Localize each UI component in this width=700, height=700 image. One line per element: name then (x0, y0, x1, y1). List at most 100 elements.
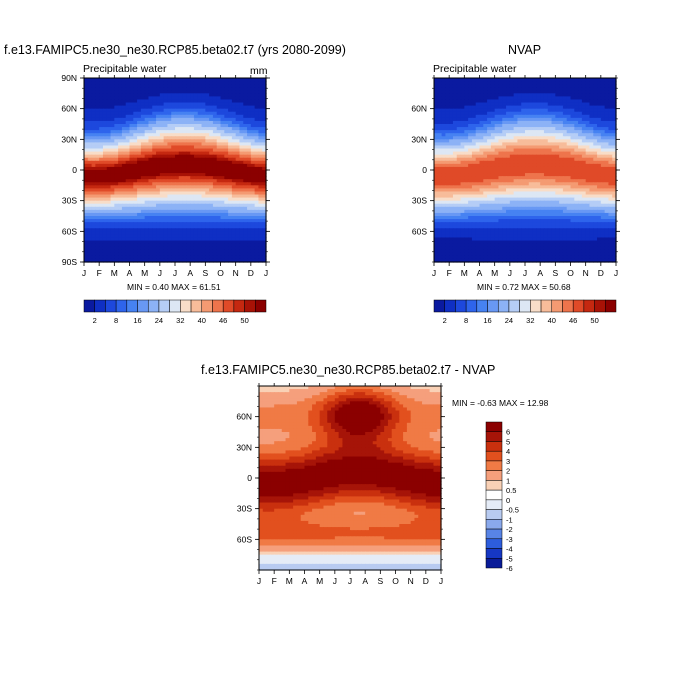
heat-cell (608, 188, 613, 193)
heat-cell (171, 102, 176, 107)
heat-cell (110, 216, 115, 220)
heat-cell (175, 145, 180, 150)
heat-cell (250, 145, 256, 150)
heat-cell (578, 136, 583, 140)
heat-cell (148, 200, 153, 205)
heat-cell (468, 93, 473, 97)
heat-cell (536, 130, 541, 134)
heat-cell (509, 182, 515, 186)
heat-cell (525, 145, 530, 150)
heat-cell (140, 99, 146, 104)
heat-cell (608, 81, 613, 85)
heat-cell (114, 90, 119, 94)
heat-cell (186, 105, 191, 110)
heat-cell (441, 170, 446, 174)
heat-cell (182, 108, 187, 113)
heat-cell (525, 160, 530, 165)
heat-cell (445, 78, 450, 82)
heat-cell (468, 127, 473, 131)
heat-cell (167, 142, 172, 147)
heat-cell (228, 84, 233, 88)
heat-cell (220, 228, 225, 232)
heat-cell (589, 136, 594, 140)
heat-cell (543, 148, 549, 153)
heat-cell (167, 252, 172, 257)
heat-cell (91, 93, 96, 97)
heat-cell (578, 139, 583, 143)
heat-cell (449, 170, 454, 174)
heat-cell (235, 142, 241, 147)
heat-cell (239, 87, 244, 91)
heat-cell (483, 194, 488, 199)
heat-cell (167, 163, 172, 168)
heat-cell (106, 127, 112, 131)
heat-cell (479, 133, 484, 137)
heat-cell (532, 194, 537, 199)
heat-cell (434, 139, 439, 143)
heat-cell (99, 212, 104, 217)
heat-cell (437, 170, 443, 174)
heat-cell (479, 188, 484, 193)
heat-cell (118, 222, 123, 226)
heat-cell (186, 231, 191, 235)
heat-cell (528, 191, 534, 196)
heat-cell (91, 111, 96, 116)
heat-cell (167, 197, 172, 202)
heat-cell (106, 148, 112, 153)
heat-cell (102, 237, 108, 242)
heat-cell (84, 78, 89, 82)
heat-cell (163, 258, 169, 263)
heat-cell (152, 81, 157, 85)
heat-cell (212, 163, 218, 168)
heat-cell (144, 111, 150, 116)
heat-cell (494, 84, 500, 88)
heat-cell (460, 124, 465, 128)
heat-cell (95, 191, 100, 196)
heat-cell (110, 148, 115, 153)
heat-cell (570, 203, 575, 208)
heat-cell (597, 154, 602, 159)
heat-cell (163, 234, 169, 239)
heat-cell (99, 197, 104, 202)
heat-cell (471, 84, 477, 88)
heat-cell (171, 173, 176, 177)
heat-cell (464, 133, 469, 137)
heat-cell (513, 114, 519, 119)
heat-cell (197, 145, 203, 150)
heat-cell (121, 176, 127, 180)
heat-cell (91, 105, 96, 110)
heat-cell (464, 124, 469, 128)
heat-cell (84, 151, 89, 156)
heat-cell (471, 93, 477, 97)
heat-cell (547, 87, 553, 91)
heat-cell (543, 102, 549, 107)
heat-cell (460, 105, 465, 110)
heat-cell (159, 114, 165, 119)
heat-cell (159, 139, 165, 143)
heat-cell (452, 179, 458, 183)
heat-cell (186, 127, 191, 131)
heat-cell (148, 222, 153, 226)
heat-cell (163, 93, 169, 97)
heat-cell (604, 154, 610, 159)
heat-cell (159, 136, 165, 140)
heat-cell (209, 117, 214, 122)
heat-cell (220, 234, 225, 239)
heat-cell (547, 170, 553, 174)
heat-cell (247, 133, 252, 137)
heat-cell (612, 114, 617, 119)
heat-cell (167, 228, 172, 232)
heat-cell (437, 151, 443, 156)
heat-cell (186, 102, 191, 107)
heat-cell (604, 108, 610, 113)
heat-cell (171, 142, 176, 147)
heat-cell (498, 81, 503, 85)
heat-cell (441, 203, 446, 208)
heat-cell (498, 166, 503, 171)
heat-cell (513, 182, 519, 186)
heat-cell (597, 139, 602, 143)
heat-cell (528, 84, 534, 88)
heat-cell (148, 249, 153, 254)
heat-cell (220, 188, 225, 193)
heat-cell (84, 225, 89, 229)
